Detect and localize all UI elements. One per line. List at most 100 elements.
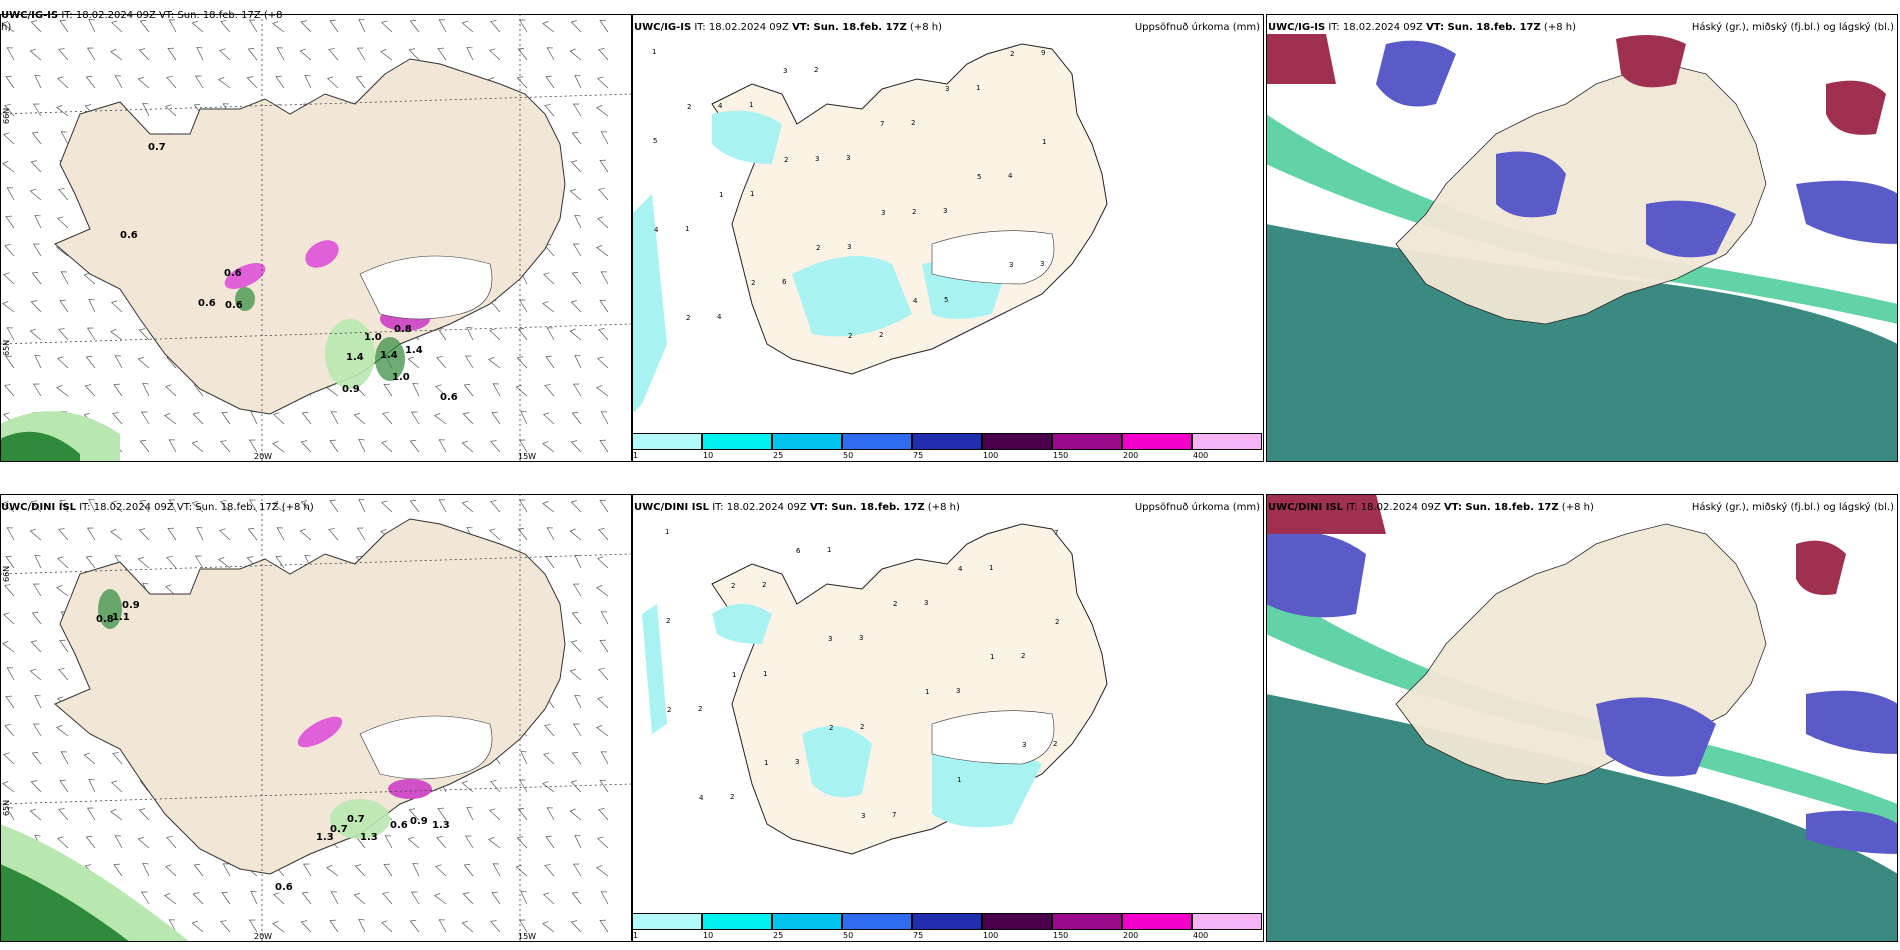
wind-barb <box>272 501 285 513</box>
accum-value-label: 5 <box>653 137 657 145</box>
wind-barb <box>383 863 393 877</box>
accum-value-label: 6 <box>782 278 787 286</box>
wind-barb <box>356 527 366 541</box>
wind-barb <box>140 411 150 425</box>
wind-barb <box>520 411 528 425</box>
wind-barb <box>330 891 339 905</box>
colorbar-tick-label: 1 <box>633 451 639 460</box>
wind-barb <box>599 159 609 173</box>
wind-barb <box>461 20 474 33</box>
clouds-map <box>1266 494 1898 942</box>
wind-barb <box>572 103 582 117</box>
wind-barb <box>88 299 96 313</box>
accum-value-label: 2 <box>816 244 820 252</box>
wind-barb <box>86 807 96 821</box>
accum-value-label: 7 <box>880 120 884 128</box>
wind-barb <box>111 780 123 793</box>
wind-barb <box>5 695 15 709</box>
precip-value-label: 1.0 <box>364 332 382 343</box>
wind-barb <box>138 48 150 61</box>
wind-barb <box>5 215 15 229</box>
wind-barb <box>56 385 69 397</box>
wind-barb <box>517 807 528 821</box>
wind-barb <box>598 188 609 201</box>
wind-barb <box>30 780 42 793</box>
colorbar-segment <box>632 433 702 450</box>
wind-barb <box>574 355 582 369</box>
wind-barb <box>462 892 474 905</box>
wind-barb <box>330 411 339 425</box>
wind-barb <box>570 160 582 173</box>
colorbar-segment <box>1052 913 1122 930</box>
accum-value-label: 9 <box>1041 49 1045 57</box>
wind-barb <box>516 356 528 369</box>
wind-barb <box>58 808 69 821</box>
wind-barb <box>221 411 231 425</box>
glacier-white <box>359 715 493 780</box>
wind-barb <box>31 131 42 145</box>
accum-value-label: 2 <box>829 724 833 732</box>
wind-barb <box>165 384 177 397</box>
wind-barb <box>574 75 582 89</box>
wind-barb <box>110 49 123 61</box>
accum-value-label: 4 <box>718 102 723 110</box>
accum-labels: 1 1 3 3 3 4 2 2 4 1 6 2 1 5 1 3 5 9 4 3 2 3 2 3 7 5 4 2 2 3 1 1 2 4 2 2 2 3 <box>652 48 1046 340</box>
cloud-low-sea <box>1266 224 1898 462</box>
iceland-landmass <box>54 518 566 875</box>
wind-barb <box>435 864 447 877</box>
wind-barb <box>466 47 474 61</box>
wind-barb <box>597 556 609 569</box>
wind-barb <box>599 19 609 33</box>
wind-barb <box>34 215 42 229</box>
wind-barb <box>355 75 366 89</box>
precip-green-1 <box>330 799 390 839</box>
precip-value-label: 1.4 <box>405 345 423 356</box>
accum-cyan-1 <box>792 256 912 337</box>
wind-barb <box>6 807 15 821</box>
colorbar-tick-label: 100 <box>983 451 999 460</box>
colorbar-segment <box>1192 913 1262 930</box>
wind-barb <box>438 439 447 453</box>
wind-barb <box>88 779 96 793</box>
wind-barb <box>168 439 177 453</box>
accum-value-label: 3 <box>815 155 819 163</box>
wind-barb <box>304 75 312 89</box>
cloud-mid-4 <box>1806 810 1898 854</box>
wind-barb <box>34 355 42 369</box>
wind-barb <box>111 20 123 33</box>
wind-barb <box>31 751 42 765</box>
accum-value-label: 1 <box>764 759 768 767</box>
accum-value-label: 2 <box>751 279 755 287</box>
wind-barb <box>410 411 420 425</box>
colorbar-segment <box>842 913 912 930</box>
wind-barb <box>4 584 15 597</box>
row2-right-title: UWC/DINI ISL IT: 18.02.2024 09Z VT: Sun.… <box>1268 502 1594 513</box>
wind-barb <box>137 836 150 849</box>
accum-value-label: 3 <box>943 207 947 215</box>
wind-barb <box>384 835 393 849</box>
precip-labels: 0.90.81.10.70.71.30.6 0.9 1.31.30.6 <box>96 600 450 893</box>
wind-barb <box>600 891 609 905</box>
wind-barb <box>219 48 231 61</box>
wind-barb <box>596 725 609 737</box>
wind-barb <box>112 412 123 425</box>
cloud-mid-2 <box>1496 151 1566 218</box>
wind-barb <box>463 383 474 397</box>
wind-barb <box>542 921 555 933</box>
wind-barb <box>6 47 15 61</box>
wind-barb <box>2 301 15 313</box>
wind-barb <box>520 751 528 765</box>
wind-barb <box>572 723 582 737</box>
precip-value-label: 0.9 <box>342 384 360 395</box>
wind-barb <box>165 104 177 117</box>
wind-barb <box>598 48 609 61</box>
accum-value-label: 4 <box>654 226 659 234</box>
accum-map: 1 2 3 3 2 2 1 3 2 2 3 7 1 2 1 2 1 7 2 3 1 3 4 6 2 1 2 1 3 4 2 1 2 <box>632 494 1264 924</box>
cloud-high-1 <box>1266 494 1386 534</box>
wind-barb <box>490 500 501 513</box>
wind-barb <box>139 499 150 513</box>
wind-barb <box>516 76 528 89</box>
wind-barb <box>85 555 96 569</box>
wind-barb <box>489 528 501 541</box>
cloud-high-2 <box>1616 35 1686 88</box>
